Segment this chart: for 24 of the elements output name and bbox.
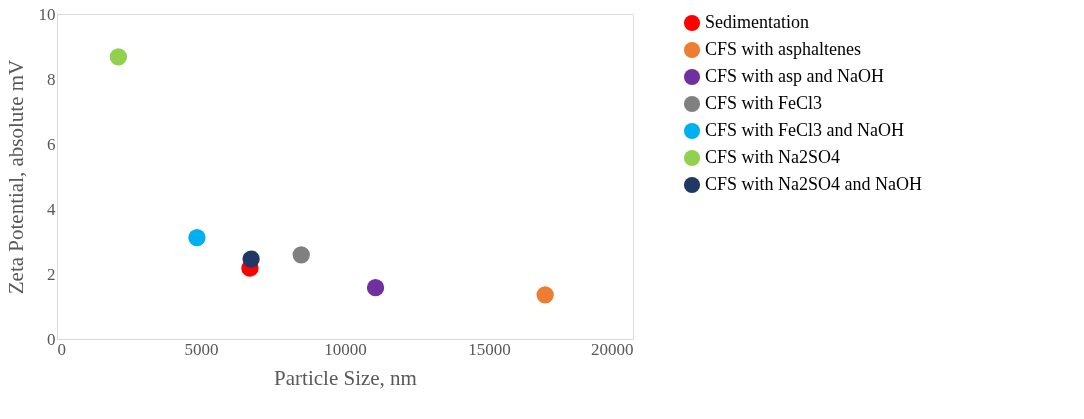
legend-label: CFS with FeCl3: [705, 93, 823, 113]
point: [109, 48, 127, 66]
legend-label: CFS with asp and NaOH: [705, 66, 884, 86]
point: [188, 228, 206, 247]
point: [242, 250, 260, 268]
legend-label: Sedimentation: [705, 12, 809, 32]
legend-label: CFS with asphaltenes: [705, 39, 861, 59]
y-tick-label: 6: [47, 134, 56, 154]
y-tick-label: 8: [47, 69, 56, 89]
x-tick-label: 10000: [324, 339, 367, 359]
y-tick-label: 2: [47, 264, 56, 284]
x-tick-label: 5000: [184, 339, 219, 359]
x-tick-label: 20000: [591, 339, 634, 359]
legend-label: CFS with Na2SO4: [705, 147, 841, 167]
point: [536, 286, 554, 304]
y-tick-label: 10: [38, 4, 56, 24]
legend-label: CFS with FeCl3 and NaOH: [705, 120, 905, 140]
point: [366, 279, 385, 297]
y-tick-label: 4: [47, 199, 56, 219]
x-axis-title: Particle Size, nm: [274, 365, 417, 390]
y-axis-title: Zeta Potential, absolute mV: [3, 59, 28, 295]
point: [292, 246, 310, 264]
legend-label: CFS with Na2SO4 and NaOH: [705, 174, 923, 194]
x-tick-label: 15000: [468, 339, 511, 359]
